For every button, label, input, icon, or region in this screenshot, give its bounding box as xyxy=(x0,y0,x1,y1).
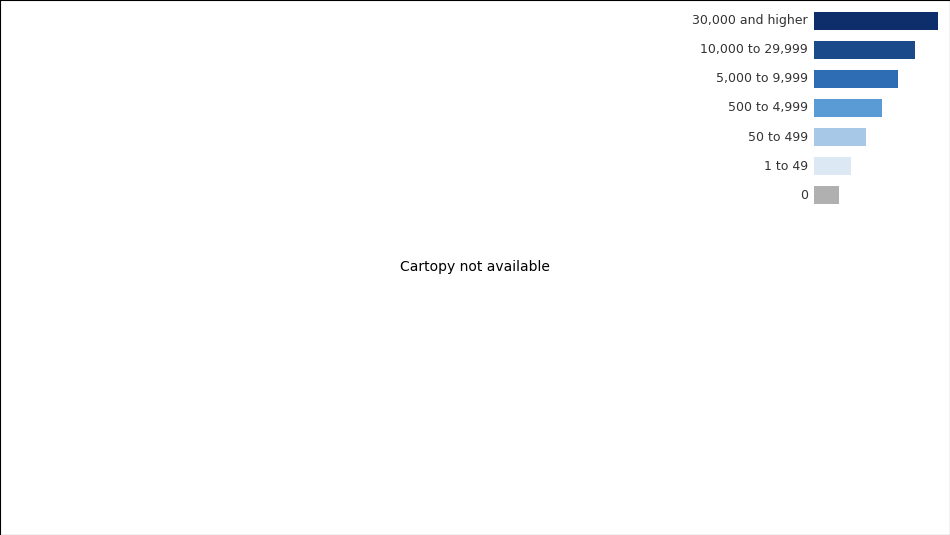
Bar xyxy=(814,128,865,146)
Bar xyxy=(814,157,851,175)
Text: 500 to 4,999: 500 to 4,999 xyxy=(728,102,808,114)
Text: 30,000 and higher: 30,000 and higher xyxy=(693,14,808,27)
Text: Cartopy not available: Cartopy not available xyxy=(400,261,550,274)
Text: 10,000 to 29,999: 10,000 to 29,999 xyxy=(700,43,808,56)
Bar xyxy=(814,70,898,88)
Text: 0: 0 xyxy=(800,189,808,202)
Text: 50 to 499: 50 to 499 xyxy=(748,131,807,143)
Bar xyxy=(814,41,915,59)
Text: 5,000 to 9,999: 5,000 to 9,999 xyxy=(716,72,807,86)
Bar xyxy=(814,99,882,117)
Bar xyxy=(814,12,938,30)
Text: 1 to 49: 1 to 49 xyxy=(764,159,808,173)
Bar xyxy=(814,186,839,204)
